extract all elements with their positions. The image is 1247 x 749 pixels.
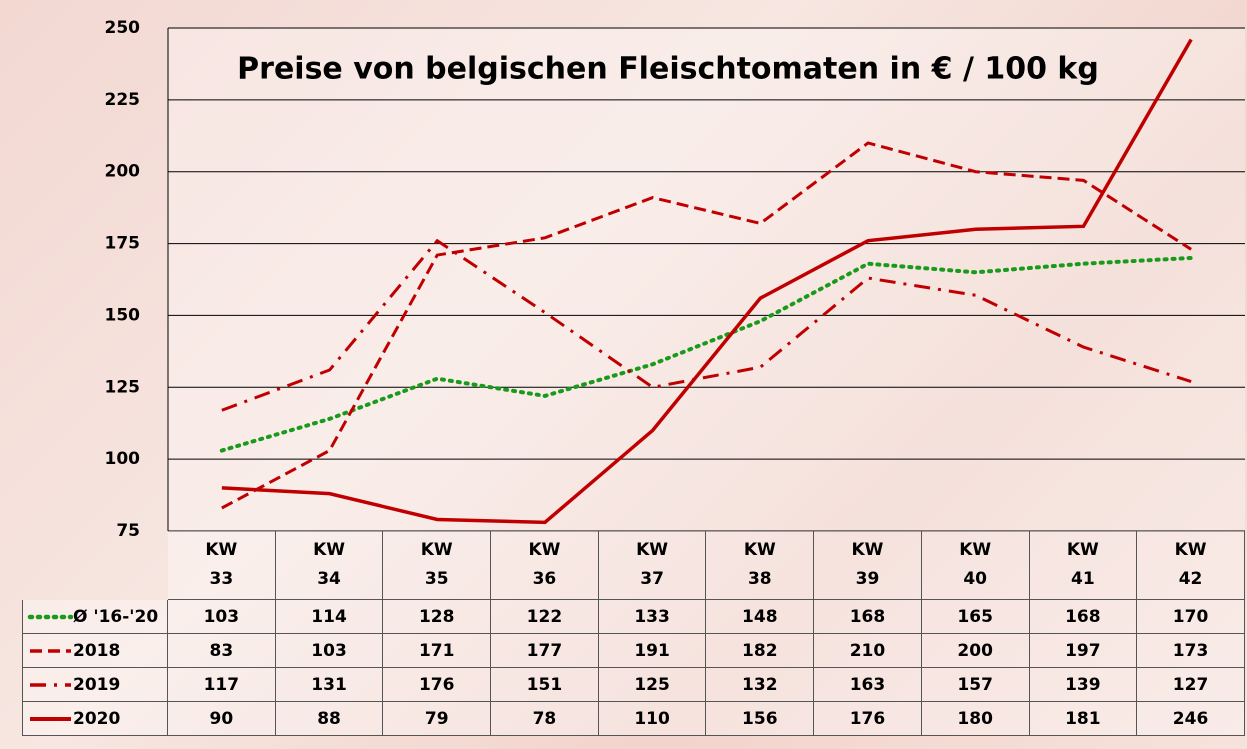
- column-header: KW 40: [921, 531, 1030, 600]
- category-label: KW 40: [959, 540, 992, 589]
- table-value: 210: [814, 634, 922, 668]
- table-value: 90: [168, 702, 276, 736]
- table-value: 200: [921, 634, 1030, 668]
- column-header: KW 39: [814, 531, 922, 600]
- column-header: KW 37: [598, 531, 707, 600]
- category-label: KW 42: [1174, 540, 1207, 589]
- y-tick-label: 100: [105, 449, 141, 469]
- column-header: KW 33: [168, 531, 276, 600]
- legend-label: Ø '16-'20: [73, 606, 159, 627]
- series-line: [221, 238, 1192, 412]
- y-tick-label: 175: [105, 234, 141, 254]
- legend-label: 2019: [73, 674, 121, 695]
- legend-swatch: [30, 716, 71, 721]
- table-value: 139: [1029, 668, 1138, 702]
- table-value: 114: [275, 600, 384, 634]
- chart: Preise von belgischen Fleischtomaten in …: [105, 18, 1245, 541]
- table-value: 79: [383, 702, 492, 736]
- table-value: 117: [168, 668, 276, 702]
- legend-label: 2018: [73, 640, 121, 661]
- legend-label: 2020: [73, 708, 121, 729]
- table-value: 173: [1137, 634, 1245, 668]
- column-header: KW 42: [1137, 531, 1245, 600]
- y-tick-label: 75: [116, 521, 140, 541]
- table-value: 83: [168, 634, 276, 668]
- legend-swatch: [30, 682, 71, 687]
- table-value: 182: [706, 634, 815, 668]
- column-header: KW 36: [491, 531, 599, 600]
- y-tick-label: 150: [105, 305, 141, 325]
- legend-cell: Ø '16-'20: [22, 600, 168, 634]
- table-value: 165: [921, 600, 1030, 634]
- table-value: 151: [491, 668, 599, 702]
- table-value: 170: [1137, 600, 1245, 634]
- table-value: 157: [921, 668, 1030, 702]
- table-value: 181: [1029, 702, 1138, 736]
- column-header: KW 34: [275, 531, 384, 600]
- table-value: 197: [1029, 634, 1138, 668]
- table-value: 103: [275, 634, 384, 668]
- table-value: 191: [598, 634, 707, 668]
- table-value: 246: [1137, 702, 1245, 736]
- y-tick-label: 250: [105, 18, 141, 38]
- table-value: 168: [1029, 600, 1138, 634]
- plot-area: [168, 28, 1245, 531]
- table-value: 88: [275, 702, 384, 736]
- category-label: KW 36: [528, 540, 561, 589]
- y-tick-label: 225: [105, 90, 141, 110]
- column-header: KW 38: [706, 531, 815, 600]
- table-value: 148: [706, 600, 815, 634]
- table-value: 128: [383, 600, 492, 634]
- legend-swatch: [27, 614, 73, 619]
- category-label: KW 37: [636, 540, 669, 589]
- category-label: KW 41: [1066, 540, 1099, 589]
- table-value: 122: [491, 600, 599, 634]
- table-value: 177: [491, 634, 599, 668]
- chart-title: Preise von belgischen Fleischtomaten in …: [237, 52, 1099, 87]
- category-label: KW 35: [420, 540, 453, 589]
- table-value: 131: [275, 668, 384, 702]
- table-value: 103: [168, 600, 276, 634]
- table-value: 127: [1137, 668, 1245, 702]
- table-value: 168: [814, 600, 922, 634]
- legend-swatch: [30, 648, 71, 653]
- legend-cell: 2018: [22, 634, 168, 668]
- column-header: KW 35: [383, 531, 492, 600]
- table-value: 176: [814, 702, 922, 736]
- table-value: 163: [814, 668, 922, 702]
- table-value: 125: [598, 668, 707, 702]
- table-value: 110: [598, 702, 707, 736]
- category-label: KW 34: [313, 540, 345, 589]
- table-value: 156: [706, 702, 815, 736]
- legend-cell: 2019: [22, 668, 168, 702]
- y-tick-label: 125: [105, 377, 141, 397]
- table-value: 133: [598, 600, 707, 634]
- series-line: [221, 38, 1193, 525]
- y-tick-label: 200: [105, 162, 141, 182]
- table-corner: [22, 531, 168, 600]
- category-label: KW 39: [851, 540, 884, 589]
- data-table: KW 33 KW 34 KW 35 KW 36 KW 37 KW 38 KW 39 KW 40…: [22, 531, 1245, 736]
- column-header: KW 41: [1029, 531, 1138, 600]
- table-value: 180: [921, 702, 1030, 736]
- series-line: [219, 255, 1194, 453]
- category-label: KW 38: [743, 540, 776, 589]
- table-value: 171: [383, 634, 492, 668]
- legend-cell: 2020: [22, 702, 168, 736]
- table-value: 78: [491, 702, 599, 736]
- category-label: KW 33: [205, 540, 238, 589]
- table-value: 132: [706, 668, 815, 702]
- table-value: 176: [383, 668, 492, 702]
- series-line: [221, 141, 1192, 510]
